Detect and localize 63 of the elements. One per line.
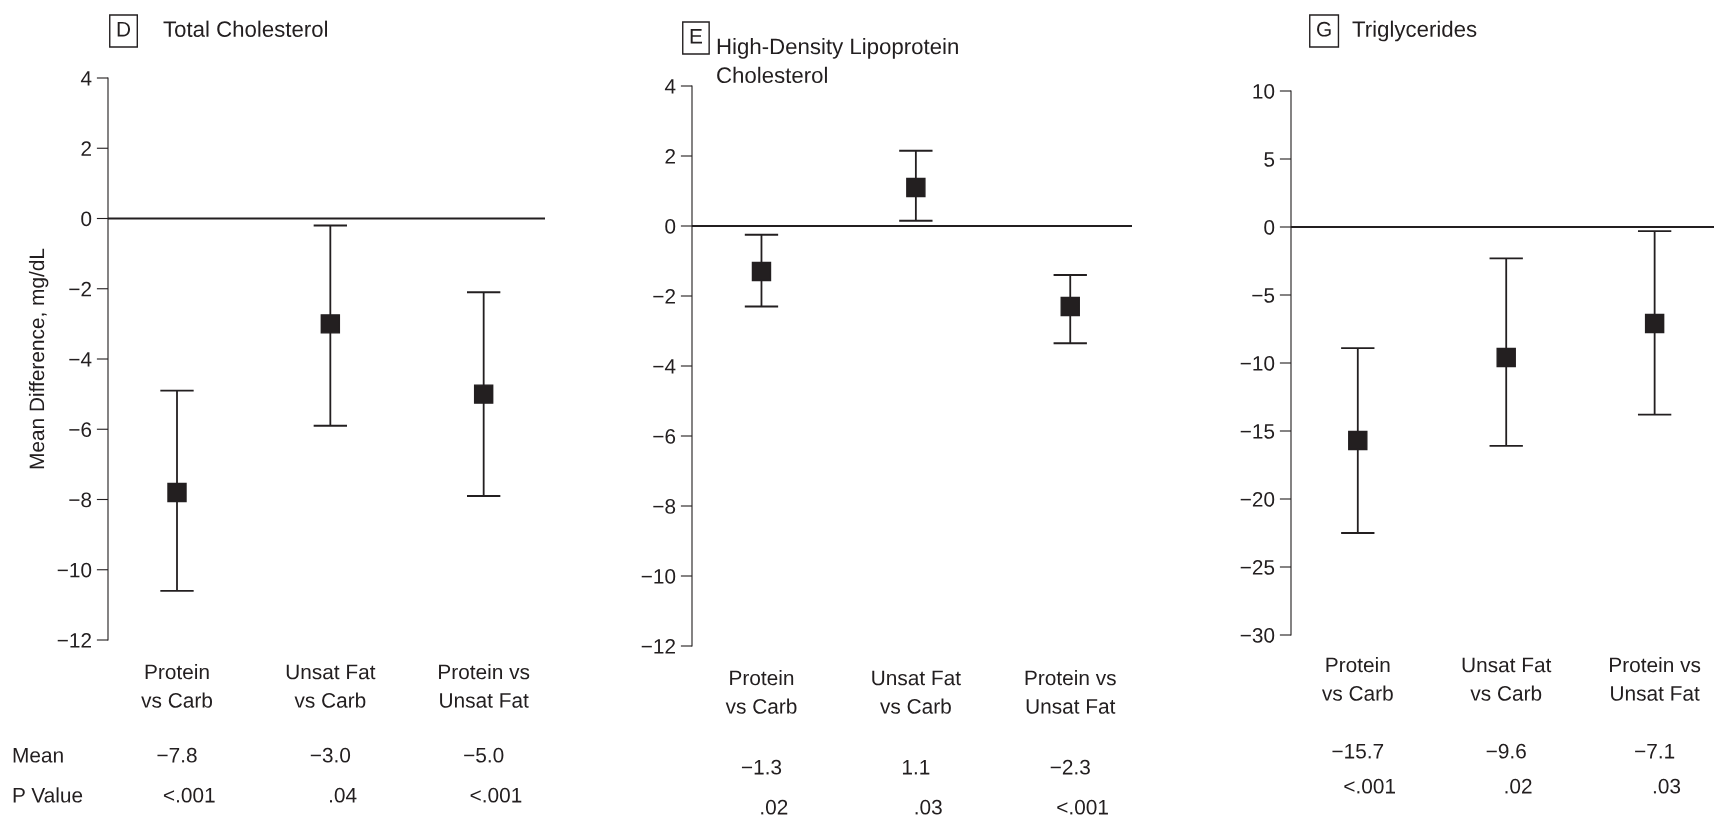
- y-tick-label: 0: [81, 211, 92, 227]
- data-label: −9.6: [1486, 743, 1526, 759]
- y-tick-label: −12: [57, 633, 91, 648]
- data-label: −15.7: [1332, 744, 1384, 759]
- y-tick-label: 5: [1264, 152, 1275, 167]
- data-label: 1.1: [902, 760, 930, 775]
- x-tick-label: Unsat Fat vs Carb: [872, 670, 961, 714]
- y-tick-label: −6: [653, 429, 676, 444]
- y-tick-label: −2: [653, 289, 675, 304]
- chart-title: Triglycerides: [1352, 20, 1477, 42]
- text: .02: [761, 799, 788, 815]
- y-tick-label: 10: [1253, 84, 1275, 99]
- y-tick-label: −8: [69, 492, 92, 508]
- y-tick-label: −10: [57, 562, 92, 578]
- y-tick-label: −20: [1240, 492, 1275, 507]
- y-tick-label: −5: [1252, 288, 1275, 303]
- text: .03: [915, 799, 942, 815]
- x-tick-label: Protein vs Unsat Fat: [1025, 670, 1116, 714]
- x-tick-label: Unsat Fat vs Carb: [286, 664, 376, 708]
- text: <.001: [1057, 799, 1108, 815]
- text: D: [117, 22, 131, 37]
- data-label: −7.1: [1635, 744, 1675, 759]
- y-tick-label: −25: [1240, 560, 1275, 575]
- text: E: [690, 29, 702, 44]
- data-label: −5.0: [464, 747, 504, 763]
- text: P Value: [13, 787, 83, 803]
- x-tick-label: Protein vs Carb: [1321, 657, 1393, 701]
- text: .02: [1505, 778, 1532, 794]
- y-tick-label: −4: [69, 352, 92, 367]
- text: <.001: [1344, 778, 1395, 794]
- y-tick-label: −2: [69, 281, 91, 297]
- y-tick-label: −10: [1240, 356, 1275, 371]
- x-tick-label: Protein vs Carb: [141, 664, 213, 708]
- y-tick-label: 4: [664, 79, 676, 94]
- y-tick-label: 2: [665, 149, 675, 164]
- data-label: −7.8: [157, 747, 197, 763]
- y-tick-label: −10: [641, 569, 676, 584]
- chart-title: Total Cholesterol: [163, 20, 328, 37]
- y-tick-label: −4: [653, 359, 676, 374]
- x-tick-label: Protein vs Carb: [725, 670, 797, 714]
- text: <.001: [470, 787, 522, 803]
- y-tick-label: −12: [641, 639, 675, 654]
- x-tick-label: Protein vs Unsat Fat: [1610, 657, 1701, 701]
- data-label: −2.3: [1050, 759, 1090, 775]
- chart-title: High-Density Lipoprotein Cholesterol: [717, 38, 958, 84]
- text: G: [1317, 21, 1331, 37]
- y-axis-title: Mean Difference, mg/dL: [28, 248, 49, 469]
- data-label: −3.0: [310, 747, 351, 763]
- text: .04: [330, 787, 357, 803]
- y-tick-label: −6: [69, 422, 92, 437]
- y-tick-label: −30: [1240, 628, 1275, 643]
- text: .03: [1653, 778, 1681, 794]
- y-tick-label: 2: [81, 141, 91, 156]
- x-tick-label: Protein vs Unsat Fat: [439, 664, 530, 708]
- y-tick-label: 0: [1264, 220, 1275, 235]
- data-label: −1.3: [741, 759, 782, 775]
- y-tick-label: 0: [665, 219, 676, 234]
- text: Mean: [13, 748, 63, 763]
- text: <.001: [163, 787, 215, 803]
- x-tick-label: Unsat Fat vs Carb: [1462, 657, 1552, 701]
- y-tick-label: −8: [653, 499, 676, 514]
- y-tick-label: −15: [1240, 424, 1275, 439]
- y-tick-label: 4: [80, 71, 92, 86]
